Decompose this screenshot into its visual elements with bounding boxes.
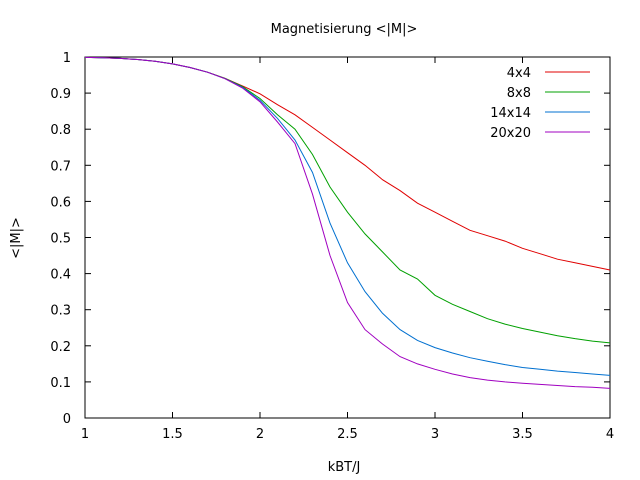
series-layer [84, 56, 611, 389]
legend-label-4x4: 4x4 [507, 66, 531, 81]
legend: 4x4 8x8 14x14 20x20 [490, 66, 590, 141]
series-line-20x20 [84, 56, 611, 389]
chart-title: Magnetisierung <|M|> [271, 22, 418, 37]
legend-label-20x20: 20x20 [490, 126, 531, 141]
y-tick-label: 0.2 [50, 340, 71, 355]
plot-frame [84, 56, 611, 419]
series-line-14x14 [84, 56, 611, 376]
axis-ticks: 1 1.5 2 2.5 3 3.5 4 0 0.1 0.2 0.3 0.4 0.5 0.6 0.7 0.8 0.… [50, 51, 614, 442]
plot-area [84, 56, 611, 419]
y-tick-label: 0.4 [50, 268, 71, 283]
x-tick-label: 3 [431, 427, 439, 442]
x-tick-label: 1 [81, 427, 89, 442]
y-tick-label: 0.1 [50, 376, 71, 391]
x-tick-label: 1.5 [162, 427, 183, 442]
y-axis-label: <|M|> [9, 217, 24, 259]
y-tick-label: 0.8 [50, 123, 71, 138]
y-tick-label: 1 [63, 51, 71, 66]
x-tick-label: 2.5 [337, 427, 358, 442]
y-tick-label: 0.5 [50, 232, 71, 247]
y-tick-label: 0.7 [50, 159, 71, 174]
series-line-4x4 [84, 56, 611, 271]
series-line-8x8 [84, 56, 611, 344]
y-tick-label: 0 [63, 412, 71, 427]
x-tick-label: 3.5 [512, 427, 533, 442]
y-tick-label: 0.9 [50, 87, 71, 102]
x-tick-label: 2 [256, 427, 264, 442]
legend-label-8x8: 8x8 [507, 86, 531, 101]
y-tick-label: 0.3 [50, 304, 71, 319]
x-tick-label: 4 [606, 427, 614, 442]
legend-label-14x14: 14x14 [490, 106, 531, 121]
x-axis-label: kBT/J [328, 460, 361, 475]
y-tick-label: 0.6 [50, 195, 71, 210]
